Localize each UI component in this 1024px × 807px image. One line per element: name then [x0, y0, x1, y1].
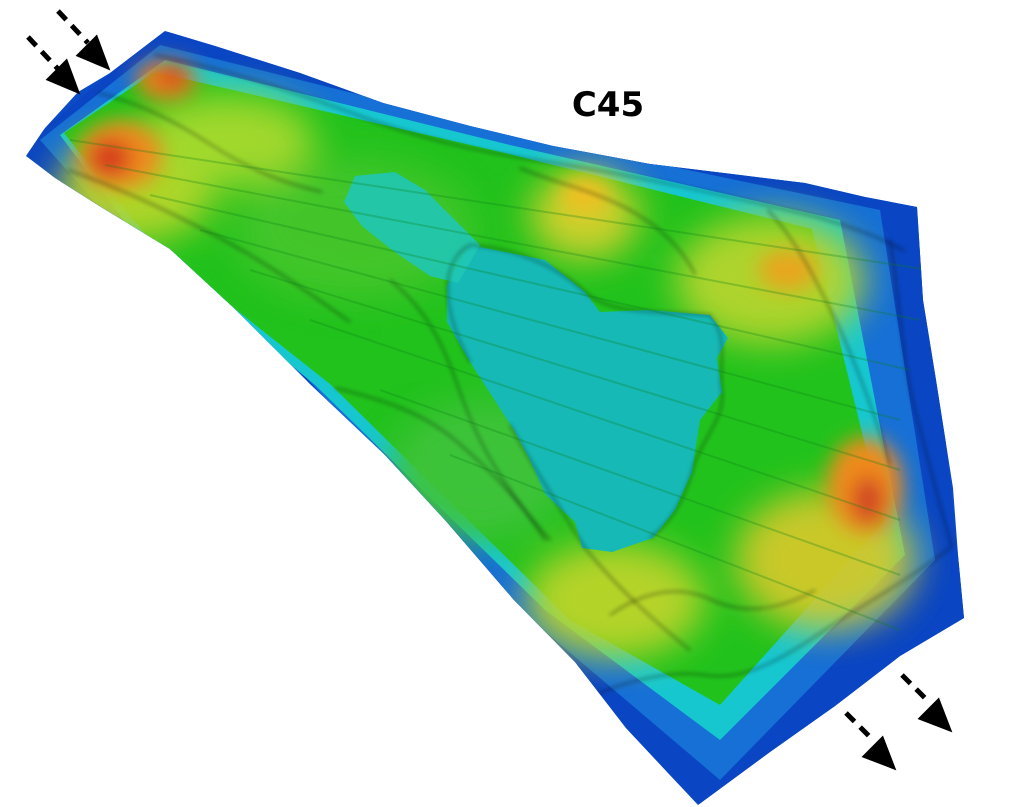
plateau-north-rim — [469, 244, 711, 316]
texture-line-2 — [104, 164, 921, 321]
northern-ridge-line — [154, 54, 906, 252]
inflow-arrow-left — [26, 35, 81, 95]
texture-line-7 — [379, 389, 901, 576]
left-interior-ridge — [67, 169, 351, 323]
figure-label: C45 — [572, 85, 644, 125]
upper-center-yellow-zone — [530, 170, 640, 260]
outflow-arrow-right — [900, 673, 953, 733]
central-left-ridge — [389, 279, 551, 541]
lower-left-ridge — [335, 387, 546, 541]
plateau-east-rim — [649, 314, 723, 539]
lower-basin-fold — [609, 589, 816, 616]
upper-center-orange-hotspot — [561, 177, 609, 213]
texture-line-4 — [199, 229, 901, 421]
south-center-ridge — [509, 424, 691, 651]
eastern-ridge-line — [889, 239, 953, 549]
upper-center-ridge — [519, 167, 696, 275]
plateau-west-rim — [447, 244, 471, 363]
inflow-arrow-right — [56, 9, 111, 71]
upper-left-red-hotspot — [89, 139, 131, 177]
texture-line-3 — [149, 194, 911, 371]
texture-line-6 — [309, 319, 901, 521]
southern-ridge-line — [584, 547, 951, 701]
lower-center-yellow-zone — [525, 542, 705, 658]
texture-line-1 — [69, 139, 931, 271]
central-teal-plateau — [447, 245, 728, 552]
upper-left-fold — [97, 92, 323, 193]
left-rising-yellow-zone — [135, 95, 315, 185]
texture-line-8 — [449, 454, 901, 631]
upper-teal-depression — [344, 172, 480, 283]
top-left-red-hotspot — [159, 66, 187, 86]
texture-line-5 — [249, 269, 901, 471]
right-interior-ridge — [767, 209, 891, 466]
outflow-arrow-left — [844, 711, 897, 771]
lower-right-red-hotspot — [853, 476, 883, 524]
right-orange-hotspot — [758, 250, 818, 290]
